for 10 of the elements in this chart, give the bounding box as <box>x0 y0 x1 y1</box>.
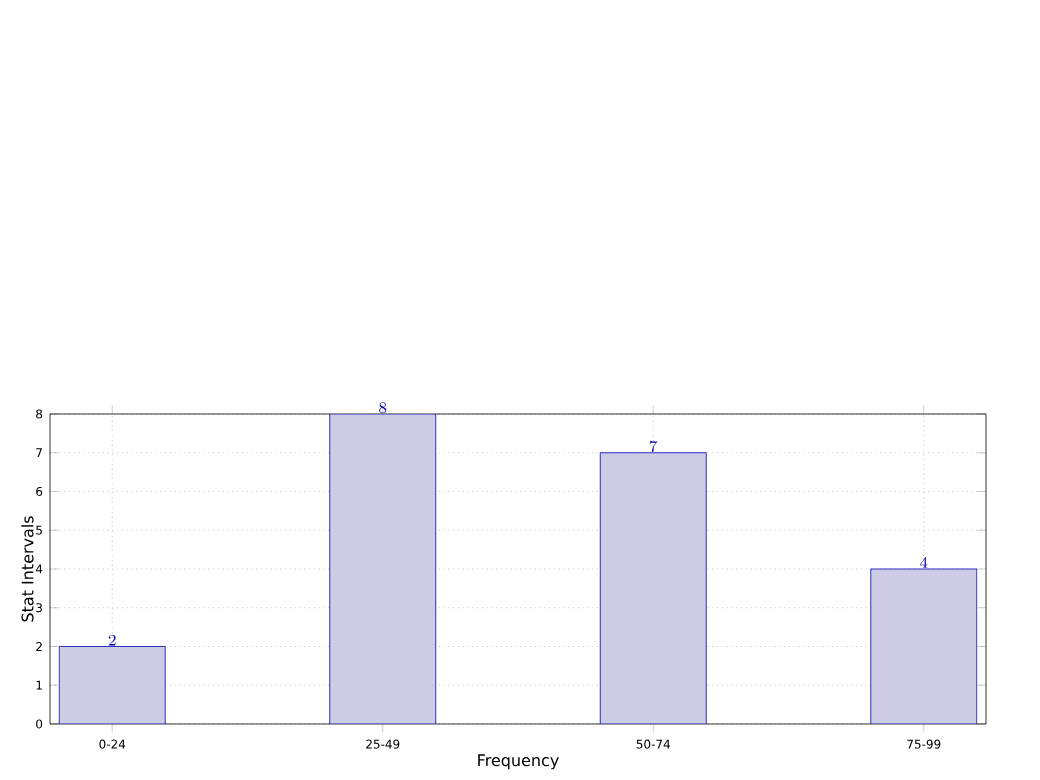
data-label: 7 <box>649 440 658 453</box>
bar <box>870 568 978 724</box>
bar <box>58 646 166 724</box>
bar <box>599 452 707 724</box>
data-label: 8 <box>379 402 387 414</box>
bar <box>329 413 437 724</box>
y-axis-title: Stat Intervals <box>21 516 34 622</box>
data-label: 4 <box>919 557 928 568</box>
data-label: 2 <box>108 634 116 646</box>
x-axis-title: Frequency <box>478 754 559 770</box>
